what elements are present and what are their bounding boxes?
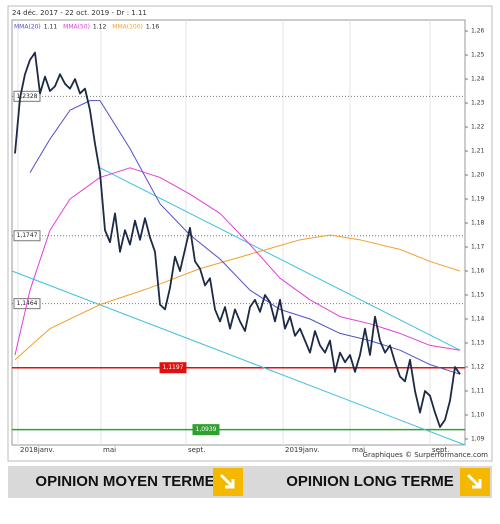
y-tick-label: 1,12 [471,364,485,371]
y-tick-label: 1,10 [471,412,485,419]
level-label: 1,0939 [196,426,217,433]
y-tick-label: 1,19 [471,196,485,203]
plot-frame [11,19,466,446]
trendline [99,167,461,351]
legend-value: 1.16 [146,24,160,31]
x-tick-label: mai [103,446,116,454]
chart-title: 24 déc. 2017 - 22 oct. 2019 - Dr : 1.11 [12,9,147,17]
legend-name: MMA(20) [14,24,41,31]
level-label: 1,1197 [163,364,184,371]
y-tick-label: 1,25 [471,52,485,59]
level-label-box [159,362,187,374]
moving-average-line [29,100,461,375]
moving-average-line [14,234,461,361]
button-label[interactable]: OPINION LONG TERME [286,473,454,490]
level-label-box [13,90,41,102]
moving-average-line [14,167,461,356]
arrow-icon [466,473,482,489]
legend-name: MMA(100) [112,24,143,31]
price-line [14,51,461,428]
button-bar [8,466,492,498]
y-tick-label: 1,18 [471,220,485,227]
y-tick-label: 1,14 [471,316,485,323]
y-tick-label: 1,11 [471,388,485,395]
level-label-box [13,230,41,242]
y-tick-label: 1,17 [471,244,485,251]
level-label: 1,1747 [17,232,38,239]
x-tick-label: 2019janv. [285,446,319,454]
y-tick-label: 1,20 [471,172,485,179]
y-tick-label: 1,16 [471,268,485,275]
x-tick-label: 2018janv. [20,446,54,454]
x-tick-label: mai [352,446,365,454]
y-tick-label: 1,13 [471,340,485,347]
trendline [11,270,466,446]
button-label[interactable]: OPINION MOYEN TERME [35,473,214,490]
level-label: 1,2328 [17,93,38,100]
y-tick-label: 1,15 [471,292,485,299]
y-tick-label: 1,21 [471,148,485,155]
legend-value: 1.11 [44,24,58,31]
level-label-box [192,424,220,436]
x-tick-label: sept. [188,446,205,454]
y-tick-label: 1,09 [471,436,485,443]
source: Graphiques © Surperformance.com [363,451,489,459]
x-tick-label: sept. [432,446,449,454]
arrow-icon [219,473,235,489]
y-tick-label: 1,24 [471,76,485,83]
legend-name: MMA(50) [63,24,90,31]
y-tick-label: 1,22 [471,124,485,131]
y-tick-label: 1,23 [471,100,485,107]
chart-frame [7,5,493,462]
y-tick-label: 1,26 [471,28,485,35]
legend-value: 1.12 [93,24,107,31]
